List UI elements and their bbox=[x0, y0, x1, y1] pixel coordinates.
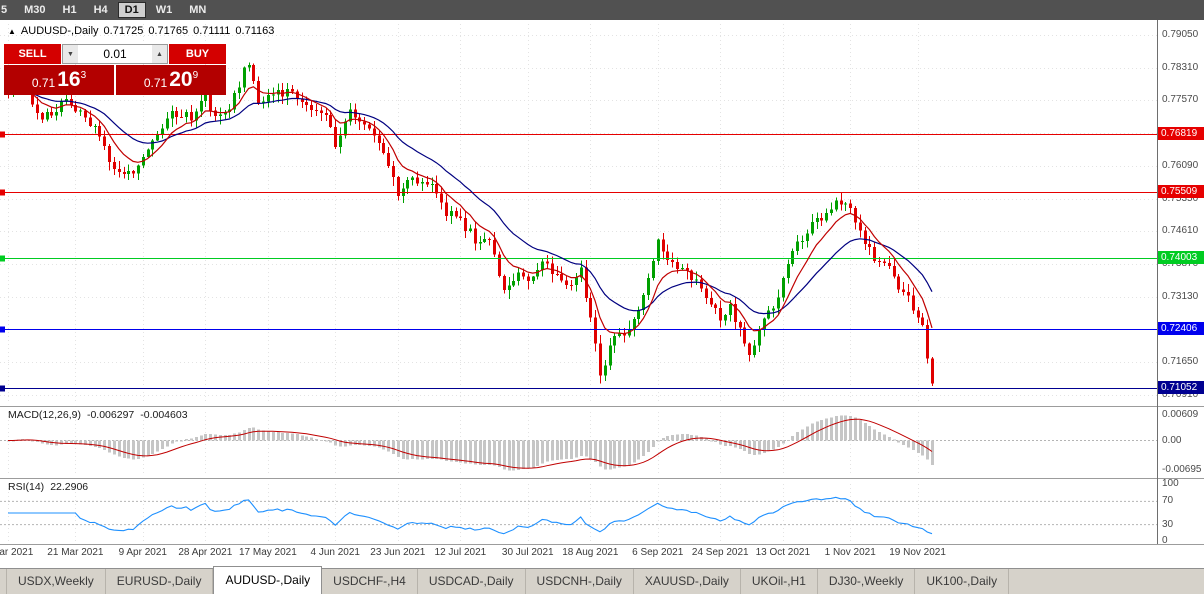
horizontal-level-lines bbox=[0, 131, 1157, 392]
tab-xauusd-daily[interactable]: XAUUSD-,Daily bbox=[634, 569, 741, 594]
price-chart-canvas[interactable] bbox=[0, 20, 1204, 568]
ohlc-high: 0.71765 bbox=[148, 25, 189, 37]
ask-price-display[interactable]: 0.71 20 9 bbox=[116, 65, 226, 95]
macd-histogram bbox=[7, 415, 934, 471]
timeframe-h4-button[interactable]: H4 bbox=[87, 2, 115, 18]
rsi-name: RSI(14) bbox=[8, 481, 45, 493]
tab-ukoil-h1[interactable]: UKOil-,H1 bbox=[741, 569, 818, 594]
bid-price-big-digits: 16 bbox=[57, 68, 81, 91]
tab-uk100-daily[interactable]: UK100-,Daily bbox=[915, 569, 1010, 594]
rsi-label: RSI(14) 22.2906 bbox=[8, 481, 94, 493]
timeframe-h1-button[interactable]: H1 bbox=[56, 2, 84, 18]
bid-price-prefix: 0.71 bbox=[31, 75, 56, 90]
ma-fast-line bbox=[7, 86, 933, 335]
panel-separators bbox=[0, 20, 1204, 545]
tab-usdchf-h4[interactable]: USDCHF-,H4 bbox=[322, 569, 418, 594]
timeframe-d1-button[interactable]: D1 bbox=[117, 2, 146, 18]
collapse-triangle-icon[interactable]: ▲ bbox=[8, 27, 16, 36]
macd-signal-value: -0.004603 bbox=[140, 409, 188, 421]
tab-audusd-daily[interactable]: AUDUSD-,Daily bbox=[213, 566, 323, 594]
volume-decrease-button[interactable]: ▼ bbox=[63, 45, 78, 63]
ask-price-pipette: 9 bbox=[192, 70, 199, 81]
macd-name: MACD(12,26,9) bbox=[8, 409, 81, 421]
timeframe-mn-button[interactable]: MN bbox=[182, 2, 213, 18]
sell-button[interactable]: SELL bbox=[4, 44, 61, 64]
chart-tabs-bar: USDX,Weekly EURUSD-,Daily AUDUSD-,Daily … bbox=[0, 566, 1204, 594]
rsi-line bbox=[8, 496, 933, 535]
macd-signal-line bbox=[8, 418, 933, 469]
chart-ohlc-header: ▲ AUDUSD-,Daily 0.71725 0.71765 0.71111 0.711… bbox=[8, 25, 279, 37]
grid bbox=[0, 24, 1157, 542]
chart-area[interactable]: ▲ AUDUSD-,Daily 0.71725 0.71765 0.71111 0.711… bbox=[0, 20, 1204, 568]
tab-eurusd-daily[interactable]: EURUSD-,Daily bbox=[106, 569, 214, 594]
timeframe-w1-button[interactable]: W1 bbox=[149, 2, 180, 18]
tab-usdcad-daily[interactable]: USDCAD-,Daily bbox=[418, 569, 526, 594]
tab-usdx-weekly[interactable]: USDX,Weekly bbox=[6, 569, 106, 594]
candlesticks bbox=[7, 62, 934, 386]
tab-usdcnh-daily[interactable]: USDCNH-,Daily bbox=[526, 569, 634, 594]
timeframe-toolbar: 5 M30 H1 H4 D1 W1 MN bbox=[0, 0, 1204, 20]
rsi-value: 22.2906 bbox=[50, 481, 89, 493]
ask-price-big-digits: 20 bbox=[169, 68, 193, 91]
symbol-name: AUDUSD-,Daily bbox=[20, 25, 99, 37]
timeframe-m30-button[interactable]: M30 bbox=[17, 2, 52, 18]
ask-price-prefix: 0.71 bbox=[143, 75, 168, 90]
bid-price-display[interactable]: 0.71 16 3 bbox=[4, 65, 114, 95]
macd-main-value: -0.006297 bbox=[86, 409, 135, 421]
bid-price-pipette: 3 bbox=[80, 70, 87, 81]
volume-control: ▼ ▲ bbox=[62, 44, 168, 64]
ohlc-low: 0.71111 bbox=[193, 25, 231, 37]
volume-input[interactable] bbox=[78, 45, 152, 63]
timeframe-m15-button[interactable]: 5 bbox=[0, 2, 14, 18]
ma-slow-line bbox=[7, 91, 933, 315]
tab-dj30-weekly[interactable]: DJ30-,Weekly bbox=[818, 569, 916, 594]
volume-increase-button[interactable]: ▲ bbox=[152, 45, 167, 63]
buy-button[interactable]: BUY bbox=[169, 44, 226, 64]
macd-label: MACD(12,26,9) -0.006297 -0.004603 bbox=[8, 409, 194, 421]
ohlc-open: 0.71725 bbox=[103, 25, 144, 37]
ohlc-close: 0.71163 bbox=[235, 25, 275, 37]
